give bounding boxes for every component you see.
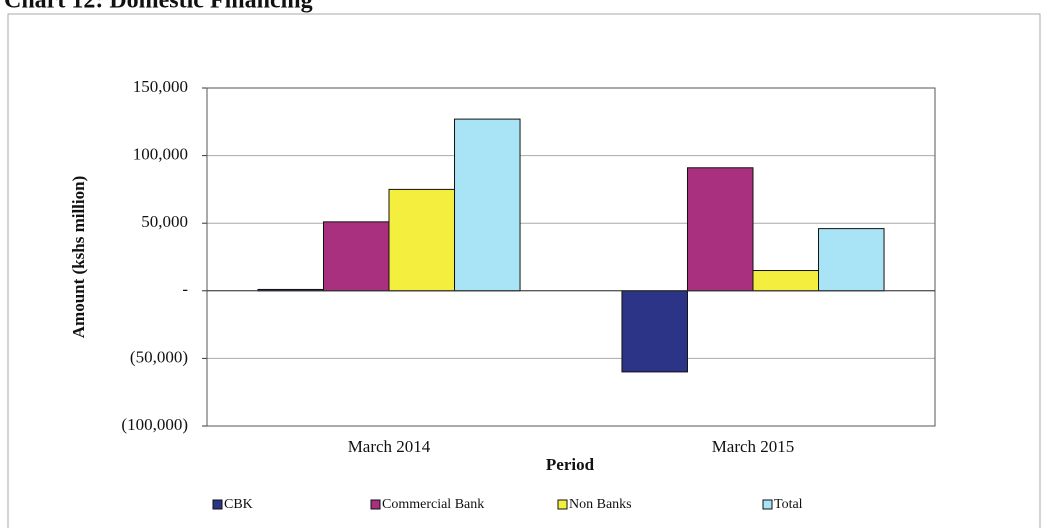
y-tick-label: 50,000 [141,212,188,231]
chart-title: Chart 12: Domestic Financing [4,0,313,14]
bar [752,270,820,292]
legend-label: Commercial Bank [382,497,484,512]
y-tick-label: (50,000) [130,347,188,366]
bar [621,290,688,373]
legend-swatch [370,499,381,510]
bar [686,167,754,292]
y-axis-title: Amount (kshs million) [69,176,88,338]
bar [388,188,456,292]
plot-frame [206,87,936,427]
legend-swatch [557,499,568,510]
y-tick-label: 100,000 [133,145,188,164]
x-tick-label: March 2014 [348,437,431,456]
x-tick-label: March 2015 [712,437,795,456]
bar [818,228,885,292]
y-tick-label: (100,000) [121,415,188,434]
y-tick-label: - [182,280,188,299]
legend-swatch [762,499,773,510]
bar [322,221,390,292]
legend-label: CBK [224,497,253,512]
legend-label: Non Banks [569,497,632,512]
chart-frame [7,13,1041,528]
y-tick-label: 150,000 [133,77,188,96]
legend-label: Total [774,497,803,512]
legend-swatch [212,499,223,510]
x-axis-title: Period [546,455,595,474]
bar [454,118,521,292]
